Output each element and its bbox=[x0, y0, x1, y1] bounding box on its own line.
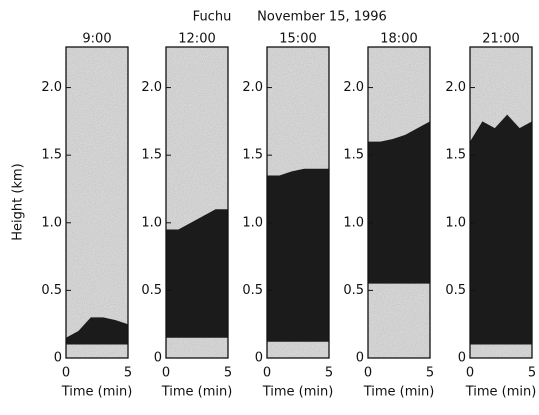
y-tick-label: 1.5 bbox=[445, 148, 466, 163]
y-tick-label: 0.5 bbox=[242, 283, 263, 298]
site-title: Fuchu bbox=[193, 10, 232, 25]
y-tick-label: 2.0 bbox=[343, 80, 364, 95]
y-tick-label: 1.5 bbox=[343, 148, 364, 163]
panel-frame bbox=[65, 46, 129, 359]
panel-frame bbox=[165, 46, 229, 359]
y-tick-label: 1.0 bbox=[445, 215, 466, 230]
x-axis-label: Time (min) bbox=[262, 385, 334, 400]
panel-speckle bbox=[66, 47, 128, 358]
panel-title: 21:00 bbox=[482, 32, 519, 47]
y-tick-label: 0 bbox=[54, 351, 62, 366]
y-tick-label: 1.0 bbox=[141, 215, 162, 230]
y-tick-label: 1.0 bbox=[242, 215, 263, 230]
backscatter-layer bbox=[166, 209, 228, 338]
x-axis-label: Time (min) bbox=[465, 385, 537, 400]
x-tick-label: 0 bbox=[62, 366, 70, 381]
y-axis-label: Height (km) bbox=[11, 163, 26, 240]
x-tick-label: 0 bbox=[466, 366, 474, 381]
panel-title: 12:00 bbox=[178, 32, 215, 47]
x-axis-label: Time (min) bbox=[161, 385, 233, 400]
date-title: November 15, 1996 bbox=[257, 10, 387, 25]
backscatter-layer bbox=[66, 317, 128, 345]
y-tick-label: 0 bbox=[356, 351, 364, 366]
y-tick-label: 0.5 bbox=[343, 283, 364, 298]
y-tick-label: 1.5 bbox=[141, 148, 162, 163]
panel-title: 15:00 bbox=[279, 32, 316, 47]
x-tick-label: 0 bbox=[162, 366, 170, 381]
y-tick-label: 2.0 bbox=[141, 80, 162, 95]
y-tick-label: 2.0 bbox=[242, 80, 263, 95]
y-tick-label: 2.0 bbox=[445, 80, 466, 95]
panel-title: 18:00 bbox=[380, 32, 417, 47]
y-tick-label: 1.0 bbox=[343, 215, 364, 230]
y-tick-label: 0 bbox=[458, 351, 466, 366]
y-tick-label: 1.0 bbox=[41, 215, 62, 230]
backscatter-layer bbox=[267, 168, 329, 342]
x-tick-label: 5 bbox=[528, 366, 536, 381]
x-axis-label: Time (min) bbox=[61, 385, 133, 400]
x-axis-label: Time (min) bbox=[363, 385, 435, 400]
panel-title: 9:00 bbox=[82, 32, 111, 47]
x-tick-label: 0 bbox=[364, 366, 372, 381]
y-tick-label: 0 bbox=[154, 351, 162, 366]
x-tick-label: 5 bbox=[124, 366, 132, 381]
y-tick-label: 1.5 bbox=[242, 148, 263, 163]
y-tick-label: 0.5 bbox=[141, 283, 162, 298]
x-tick-label: 0 bbox=[263, 366, 271, 381]
y-tick-label: 1.5 bbox=[41, 148, 62, 163]
panel-frame bbox=[266, 46, 330, 359]
x-tick-label: 5 bbox=[224, 366, 232, 381]
y-tick-label: 0 bbox=[255, 351, 263, 366]
y-tick-label: 0.5 bbox=[41, 283, 62, 298]
x-tick-label: 5 bbox=[426, 366, 434, 381]
backscatter-layer bbox=[470, 114, 532, 345]
y-tick-label: 0.5 bbox=[445, 283, 466, 298]
panel-frame bbox=[469, 46, 533, 359]
backscatter-layer bbox=[368, 121, 430, 284]
panel-frame bbox=[367, 46, 431, 359]
x-tick-label: 5 bbox=[325, 366, 333, 381]
y-tick-label: 2.0 bbox=[41, 80, 62, 95]
